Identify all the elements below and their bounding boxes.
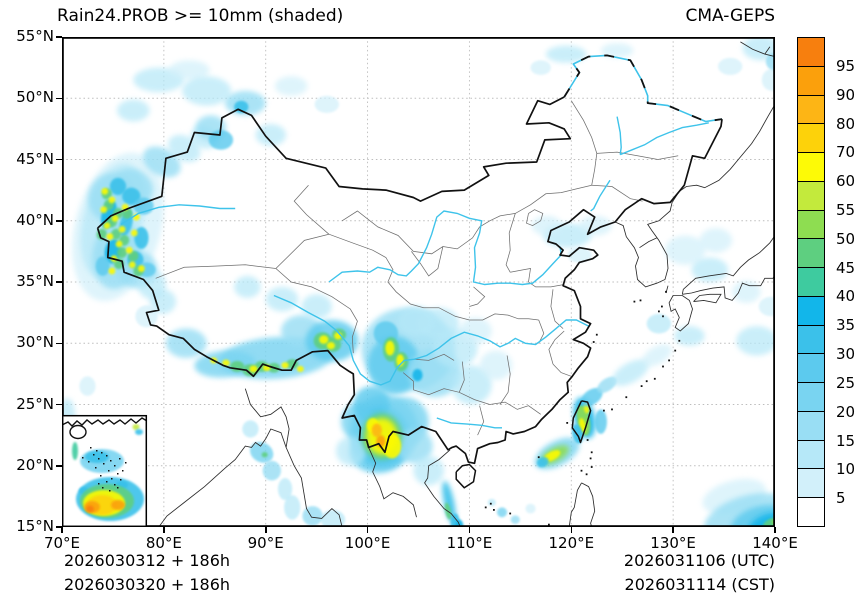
colorbar-segment	[798, 95, 824, 125]
lon-tick-label: 100°E	[344, 534, 391, 552]
lat-tick	[56, 220, 62, 222]
colorbar-segment	[798, 38, 824, 67]
colorbar-segment	[798, 411, 824, 441]
south-china-sea-inset	[61, 414, 148, 528]
province-boundaries	[155, 100, 679, 436]
island-dots	[484, 290, 681, 526]
colorbar-segment	[798, 268, 824, 297]
lon-tick	[672, 527, 674, 533]
colorbar-segment	[798, 469, 824, 499]
plot-title: Rain24.PROB >= 10mm (shaded)	[57, 6, 344, 26]
lat-tick	[56, 281, 62, 283]
colorbar-segment	[798, 383, 824, 412]
colorbar-tick-label: 40	[836, 287, 856, 306]
colorbar-tick-label: 55	[836, 200, 856, 219]
colorbar-tick-label: 80	[836, 114, 856, 133]
footer-valid-cst: 2026031114 (CST)	[624, 575, 775, 594]
footer-init-utc: 2026030312 + 186h	[64, 551, 231, 570]
lat-tick-label: 50°N	[16, 88, 54, 107]
colorbar-tick-label: 25	[836, 373, 856, 392]
lat-tick-label: 15°N	[16, 517, 54, 535]
lon-tick-label: 110°E	[446, 534, 493, 552]
colorbar-tick-label: 35	[836, 316, 856, 335]
lon-tick-label: 120°E	[548, 534, 595, 552]
map-plot-area	[61, 36, 776, 528]
lon-tick	[265, 527, 267, 533]
lat-tick-label: 40°N	[16, 210, 54, 229]
lon-tick-label: 130°E	[650, 534, 696, 552]
lon-tick-label: 80°E	[145, 534, 182, 552]
colorbar-segment	[798, 66, 824, 96]
colorbar-segment	[798, 296, 824, 326]
lat-tick-label: 30°N	[16, 333, 54, 352]
lat-tick	[56, 403, 62, 406]
colorbar-tick-label: 45	[836, 258, 856, 277]
colorbar-tick-label: 50	[836, 229, 856, 248]
colorbar-segment	[798, 210, 824, 240]
colorbar-segment	[798, 440, 824, 470]
map-svg	[61, 36, 776, 528]
rivers	[120, 116, 709, 429]
colorbar-tick-label: 10	[836, 460, 856, 479]
colorbar-tick-label: 60	[836, 172, 856, 191]
colorbar-segment	[798, 239, 824, 269]
colorbar-tick-label: 70	[836, 143, 856, 162]
national-border	[96, 54, 723, 489]
colorbar-segment	[798, 498, 824, 527]
colorbar-tick-label: 5	[836, 489, 846, 508]
lon-tick-label: 70°E	[43, 534, 81, 552]
colorbar-tick-label: 20	[836, 402, 856, 421]
lat-tick-label: 35°N	[16, 272, 54, 290]
lat-tick	[56, 342, 62, 344]
lat-tick	[56, 97, 62, 99]
lat-tick-label: 20°N	[16, 455, 54, 474]
colorbar-segment	[798, 153, 824, 182]
colorbar-tick-label: 15	[836, 431, 856, 450]
lon-tick-label: 140°E	[752, 534, 798, 552]
lon-tick	[468, 527, 471, 533]
colorbar-segment	[798, 325, 824, 355]
colorbar-tick-label: 30	[836, 345, 856, 364]
lon-tick	[61, 527, 63, 533]
lat-tick-label: 45°N	[16, 149, 54, 168]
lon-tick	[570, 527, 572, 533]
colorbar-tick-label: 95	[836, 56, 856, 75]
model-label: CMA-GEPS	[685, 6, 775, 26]
colorbar-segment	[798, 181, 824, 211]
foreign-coastlines	[158, 41, 775, 527]
lon-tick	[774, 527, 776, 533]
lat-tick	[56, 36, 62, 38]
lat-tick	[56, 158, 62, 161]
lat-tick-label: 55°N	[16, 27, 54, 45]
colorbar-segment	[798, 354, 824, 384]
colorbar-segment	[798, 124, 824, 154]
lon-tick-label: 90°E	[247, 534, 284, 552]
lat-tick-label: 25°N	[16, 394, 54, 413]
footer-valid-utc: 2026031106 (UTC)	[623, 551, 775, 570]
lat-tick	[56, 465, 62, 467]
footer-init-cst: 2026030320 + 186h	[64, 575, 231, 594]
plot-frame	[61, 36, 776, 528]
lon-tick	[163, 527, 165, 533]
colorbar-tick-label: 90	[836, 85, 856, 104]
lat-tick	[56, 526, 62, 528]
colorbar	[797, 37, 825, 527]
lon-tick	[366, 527, 369, 533]
